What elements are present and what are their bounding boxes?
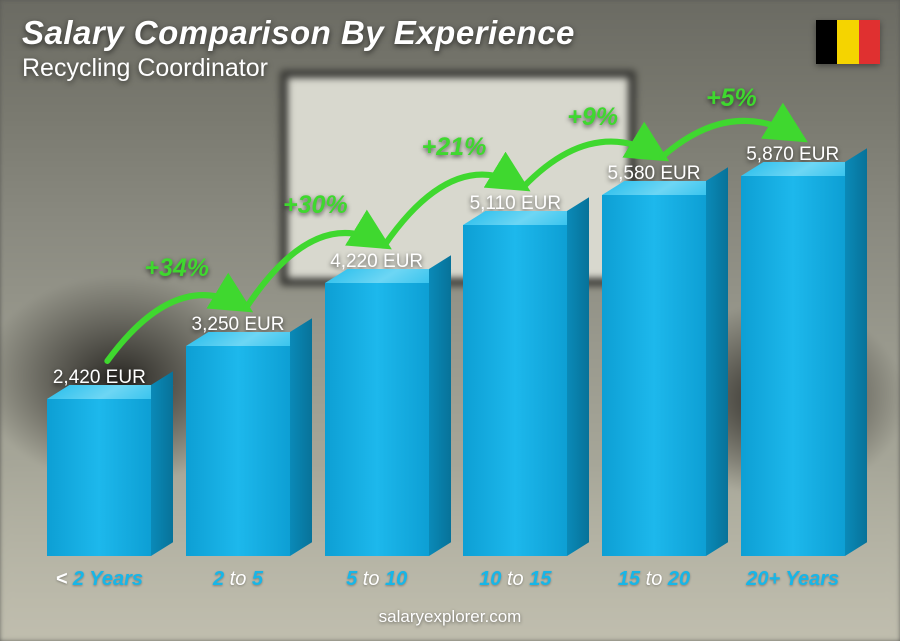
bar-category-label: 2 to 5 [213, 568, 263, 591]
bar-category-label: 10 to 15 [479, 568, 551, 591]
bar-3d [47, 399, 151, 556]
header: Salary Comparison By Experience Recyclin… [22, 14, 575, 83]
bar-3d [325, 283, 429, 556]
bar-3d [463, 225, 567, 556]
flag-stripe-black [816, 20, 837, 64]
bar-3d [741, 176, 845, 556]
bar-column: 2,420 EUR< 2 Years [32, 367, 167, 591]
bar-column: 4,220 EUR5 to 10 [309, 251, 444, 591]
bar-3d [186, 346, 290, 556]
bar-column: 5,580 EUR15 to 20 [587, 163, 722, 591]
bar-side-face [845, 148, 867, 556]
bar-3d [602, 195, 706, 556]
flag-stripe-yellow [837, 20, 858, 64]
bar-column: 5,870 EUR20+ Years [725, 144, 860, 591]
bar-category-label: 20+ Years [746, 568, 839, 591]
bar-column: 5,110 EUR10 to 15 [448, 193, 583, 591]
chart-subtitle: Recycling Coordinator [22, 54, 575, 83]
bar-front-face [47, 399, 151, 556]
bar-category-label: < 2 Years [56, 568, 143, 591]
bar-column: 3,250 EUR2 to 5 [171, 314, 306, 591]
bar-front-face [602, 195, 706, 556]
bar-front-face [186, 346, 290, 556]
flag-stripe-red [859, 20, 880, 64]
bar-front-face [463, 225, 567, 556]
chart-title: Salary Comparison By Experience [22, 14, 575, 52]
bar-category-label: 15 to 20 [618, 568, 690, 591]
bar-front-face [325, 283, 429, 556]
bar-chart: 2,420 EUR< 2 Years3,250 EUR2 to 54,220 E… [32, 100, 860, 591]
belgium-flag-icon [816, 20, 880, 64]
bar-category-label: 5 to 10 [346, 568, 407, 591]
bar-front-face [741, 176, 845, 556]
footer-credit: salaryexplorer.com [0, 607, 900, 627]
